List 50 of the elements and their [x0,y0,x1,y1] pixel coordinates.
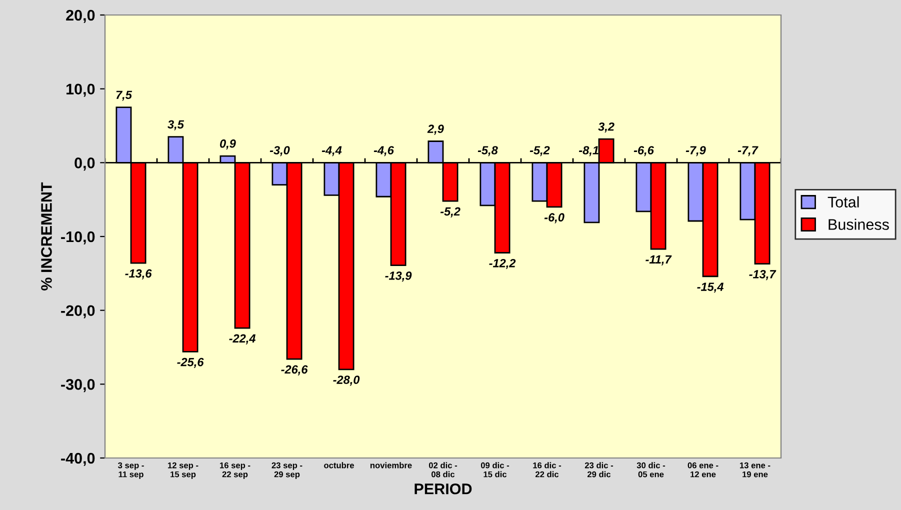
data-label: -28,0 [333,376,360,386]
x-tick-label: 12 sep - 15 sep [168,462,198,479]
x-tick-label: 23 sep - 29 sep [272,462,302,479]
data-label: -3,0 [270,146,290,156]
data-label: -4,4 [322,146,342,156]
x-tick-label: noviembre [370,462,412,468]
y-tick-label: 10,0 [66,84,95,97]
data-label: 3,2 [598,122,614,133]
y-tick-label: -20,0 [61,305,95,318]
data-label: -25,6 [177,358,204,368]
y-tick-label: -30,0 [61,379,95,392]
legend-label: Business [828,218,889,230]
y-tick-label: -10,0 [61,231,95,244]
data-label: -8,1 [578,146,598,156]
x-tick-label: 30 dic - 05 ene [636,462,666,478]
data-label: -13,9 [385,272,412,282]
data-label: -4,6 [374,146,394,156]
x-axis-title: PERIOD [414,483,472,494]
x-tick-label: 13 ene - 19 ene [740,462,770,478]
x-tick-label: 16 sep - 22 sep [220,462,250,479]
data-label: 7,5 [116,90,132,101]
data-label: -13,7 [749,270,776,280]
x-tick-label: 09 dic - 15 dic [480,462,510,478]
x-tick-label: 3 sep - 11 sep [118,462,144,479]
x-tick-label: 16 dic - 22 dic [533,462,562,478]
data-label: -7,7 [738,146,758,156]
data-label: -15,4 [697,282,724,293]
x-tick-label: octubre [324,462,354,468]
y-tick-label: 0,0 [74,158,95,171]
data-label: -12,2 [489,258,516,270]
y-axis-title: % INCREMENT [41,182,52,290]
data-label: -5,2 [440,207,460,218]
data-label: -13,6 [125,269,152,280]
x-tick-label: 06 ene - 12 ene [688,462,718,478]
data-label: -11,7 [646,255,672,266]
x-tick-label: 02 dic - 08 dic [428,462,458,478]
y-tick-label: 20,0 [66,10,95,23]
data-label: -7,9 [686,146,706,156]
y-tick-label: -40,0 [61,452,95,466]
data-label: -6,0 [544,213,564,224]
data-label: -5,8 [478,146,498,156]
data-label: 3,5 [168,120,184,130]
data-label: -26,6 [281,365,308,376]
data-label: -5,2 [530,146,550,156]
data-label: 0,9 [220,139,236,150]
x-tick-label: 23 dic - 29 dic [584,462,614,478]
legend-label: Total [828,196,859,208]
data-label: -22,4 [229,334,256,344]
data-label: -6,6 [634,146,654,156]
data-label: 2,9 [427,124,444,135]
